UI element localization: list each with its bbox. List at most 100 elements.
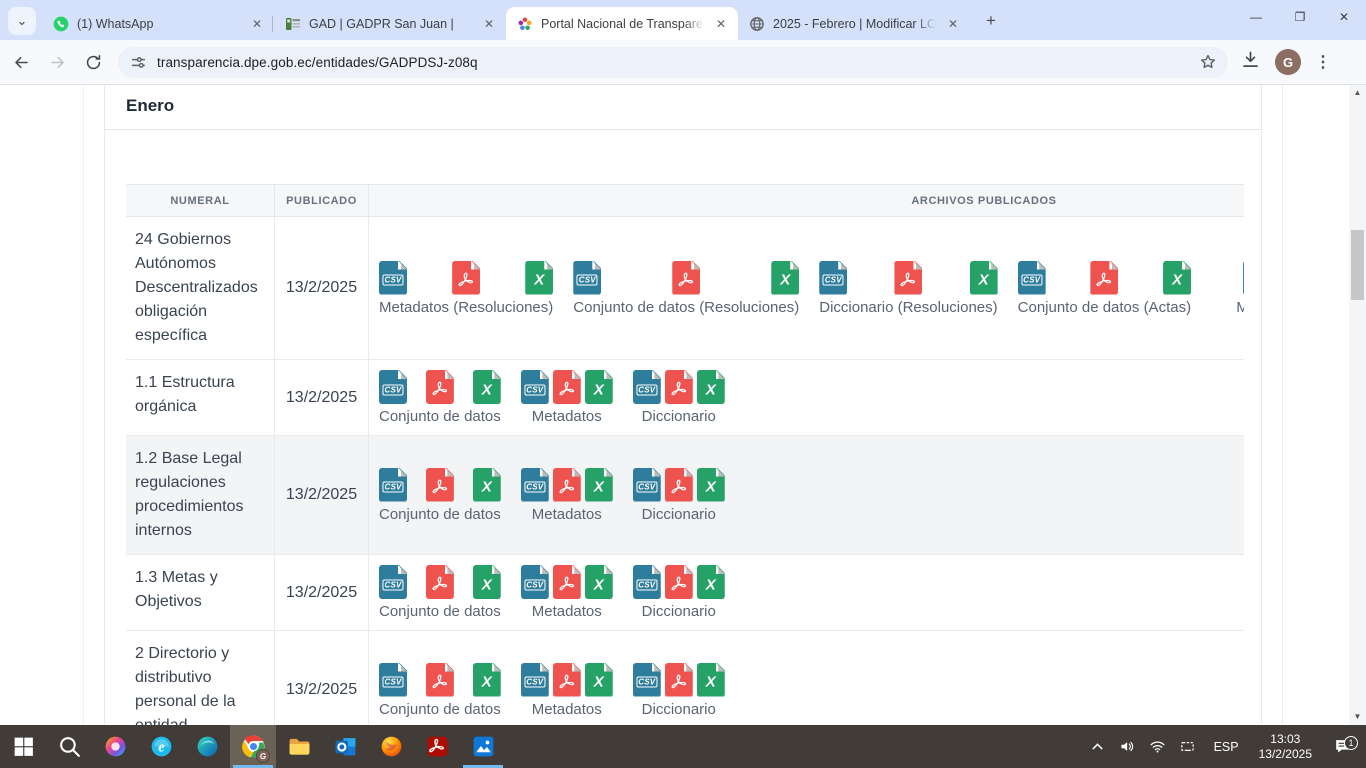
pdf-file-icon[interactable] — [664, 565, 693, 599]
xls-file-icon[interactable]: X — [771, 260, 800, 295]
pdf-file-icon[interactable] — [664, 370, 693, 404]
downloads-button[interactable] — [1240, 49, 1261, 75]
file-group-label[interactable]: Conjunto de datos — [379, 603, 501, 620]
taskbar-edge-icon[interactable] — [184, 725, 230, 768]
csv-file-icon[interactable]: CSV — [520, 565, 549, 599]
tab-search-button[interactable]: ⌄ — [8, 7, 36, 35]
file-group-label[interactable]: Conjunto de datos (Actas) — [1017, 298, 1192, 316]
xls-file-icon[interactable]: X — [584, 662, 613, 697]
file-group-label[interactable]: Diccionario — [641, 603, 716, 620]
taskbar-acrobat-icon[interactable] — [414, 725, 460, 768]
taskbar-file-explorer-icon[interactable] — [276, 725, 322, 768]
csv-file-icon[interactable]: CSV — [1243, 260, 1244, 295]
file-group-label[interactable]: Metad — [1236, 298, 1244, 316]
csv-file-icon[interactable]: CSV — [632, 467, 661, 502]
xls-file-icon[interactable]: X — [584, 370, 613, 404]
xls-file-icon[interactable]: X — [584, 467, 613, 502]
xls-file-icon[interactable]: X — [525, 260, 554, 295]
taskbar-outlook-icon[interactable] — [322, 725, 368, 768]
scroll-down-arrow-icon[interactable]: ▼ — [1353, 712, 1362, 721]
pdf-file-icon[interactable] — [452, 260, 481, 295]
csv-file-icon[interactable]: CSV — [520, 467, 549, 502]
scroll-up-arrow-icon[interactable]: ▲ — [1353, 88, 1362, 97]
url-text[interactable]: transparencia.dpe.gob.ec/entidades/GADPD… — [157, 54, 478, 70]
file-group-label[interactable]: Metadatos — [531, 505, 602, 523]
pdf-file-icon[interactable] — [552, 565, 581, 599]
wifi-icon[interactable] — [1146, 738, 1170, 755]
clock[interactable]: 13:03 13/2/2025 — [1253, 732, 1318, 762]
taskbar-copilot-icon[interactable] — [92, 725, 138, 768]
xls-file-icon[interactable]: X — [969, 260, 998, 295]
pdf-file-icon[interactable] — [672, 260, 701, 295]
taskbar-internet-explorer-icon[interactable]: e — [138, 725, 184, 768]
xls-file-icon[interactable]: X — [472, 662, 501, 697]
taskbar-photos-icon[interactable] — [460, 725, 506, 768]
csv-file-icon[interactable]: CSV — [632, 565, 661, 599]
file-group-label[interactable]: Metadatos — [531, 603, 602, 620]
pdf-file-icon[interactable] — [552, 467, 581, 502]
taskbar-windows-start-icon[interactable] — [0, 725, 46, 768]
csv-file-icon[interactable]: CSV — [379, 370, 407, 404]
connect-display-icon[interactable] — [1176, 738, 1200, 755]
scrollbar-thumb[interactable] — [1351, 230, 1364, 300]
pdf-file-icon[interactable] — [425, 370, 454, 404]
file-group-label[interactable]: Metadatos — [531, 700, 602, 718]
back-button[interactable] — [6, 47, 36, 77]
language-indicator[interactable]: ESP — [1213, 739, 1239, 754]
file-group-label[interactable]: Metadatos — [531, 408, 602, 425]
close-button[interactable]: ✕ — [1338, 10, 1350, 24]
csv-file-icon[interactable]: CSV — [632, 662, 661, 697]
minimize-button[interactable]: — — [1250, 10, 1262, 24]
xls-file-icon[interactable]: X — [472, 565, 501, 599]
tab-close-icon[interactable]: ✕ — [251, 16, 263, 31]
pdf-file-icon[interactable] — [552, 370, 581, 404]
csv-file-icon[interactable]: CSV — [379, 662, 407, 697]
file-group-label[interactable]: Conjunto de datos (Resoluciones) — [573, 298, 800, 316]
file-group-label[interactable]: Diccionario — [641, 700, 716, 718]
tab-close-icon[interactable]: ✕ — [483, 16, 495, 31]
csv-file-icon[interactable]: CSV — [819, 260, 848, 295]
csv-file-icon[interactable]: CSV — [520, 662, 549, 697]
reload-button[interactable] — [78, 47, 108, 77]
csv-file-icon[interactable]: CSV — [573, 260, 602, 295]
browser-menu-icon[interactable]: ⋮ — [1315, 54, 1331, 71]
tray-chevron-up-icon[interactable] — [1086, 738, 1110, 755]
profile-avatar[interactable]: G — [1275, 49, 1301, 75]
forward-button[interactable] — [42, 47, 72, 77]
csv-file-icon[interactable]: CSV — [520, 370, 549, 404]
file-group-label[interactable]: Diccionario (Resoluciones) — [819, 298, 998, 316]
pdf-file-icon[interactable] — [425, 467, 454, 502]
xls-file-icon[interactable]: X — [696, 565, 725, 599]
csv-file-icon[interactable]: CSV — [379, 467, 407, 502]
restore-button[interactable]: ❐ — [1294, 10, 1306, 24]
pdf-file-icon[interactable] — [664, 467, 693, 502]
xls-file-icon[interactable]: X — [584, 565, 613, 599]
pdf-file-icon[interactable] — [425, 662, 454, 697]
browser-tab-1[interactable]: (1) WhatsApp ✕ — [42, 7, 274, 40]
csv-file-icon[interactable]: CSV — [379, 260, 407, 295]
site-settings-icon[interactable] — [130, 54, 147, 71]
file-group-label[interactable]: Diccionario — [641, 408, 716, 425]
page-scrollbar[interactable]: ▲ ▼ — [1349, 85, 1366, 725]
tab-close-icon[interactable]: ✕ — [947, 16, 959, 31]
pdf-file-icon[interactable] — [664, 662, 693, 697]
pdf-file-icon[interactable] — [894, 260, 923, 295]
xls-file-icon[interactable]: X — [1163, 260, 1192, 295]
file-group-label[interactable]: Conjunto de datos — [379, 700, 501, 718]
xls-file-icon[interactable]: X — [696, 370, 725, 404]
address-bar[interactable]: transparencia.dpe.gob.ec/entidades/GADPD… — [118, 46, 1228, 78]
taskbar-chrome-icon[interactable]: G — [230, 725, 276, 768]
xls-file-icon[interactable]: X — [696, 467, 725, 502]
taskbar-search-icon[interactable] — [46, 725, 92, 768]
browser-tab-4[interactable]: 2025 - Febrero | Modificar LOTA ✕ — [738, 7, 970, 40]
new-tab-button[interactable]: + — [986, 11, 996, 30]
taskbar-firefox-icon[interactable] — [368, 725, 414, 768]
file-group-label[interactable]: Metadatos (Resoluciones) — [379, 298, 554, 316]
notification-center-button[interactable]: 1 — [1324, 736, 1360, 756]
file-group-label[interactable]: Conjunto de datos — [379, 505, 501, 523]
file-group-label[interactable]: Conjunto de datos — [379, 408, 501, 425]
bookmark-star-icon[interactable] — [1198, 52, 1218, 72]
volume-icon[interactable] — [1116, 738, 1140, 755]
tab-close-icon[interactable]: ✕ — [715, 16, 727, 31]
browser-tab-3[interactable]: Portal Nacional de Transparenci ✕ — [506, 7, 738, 40]
